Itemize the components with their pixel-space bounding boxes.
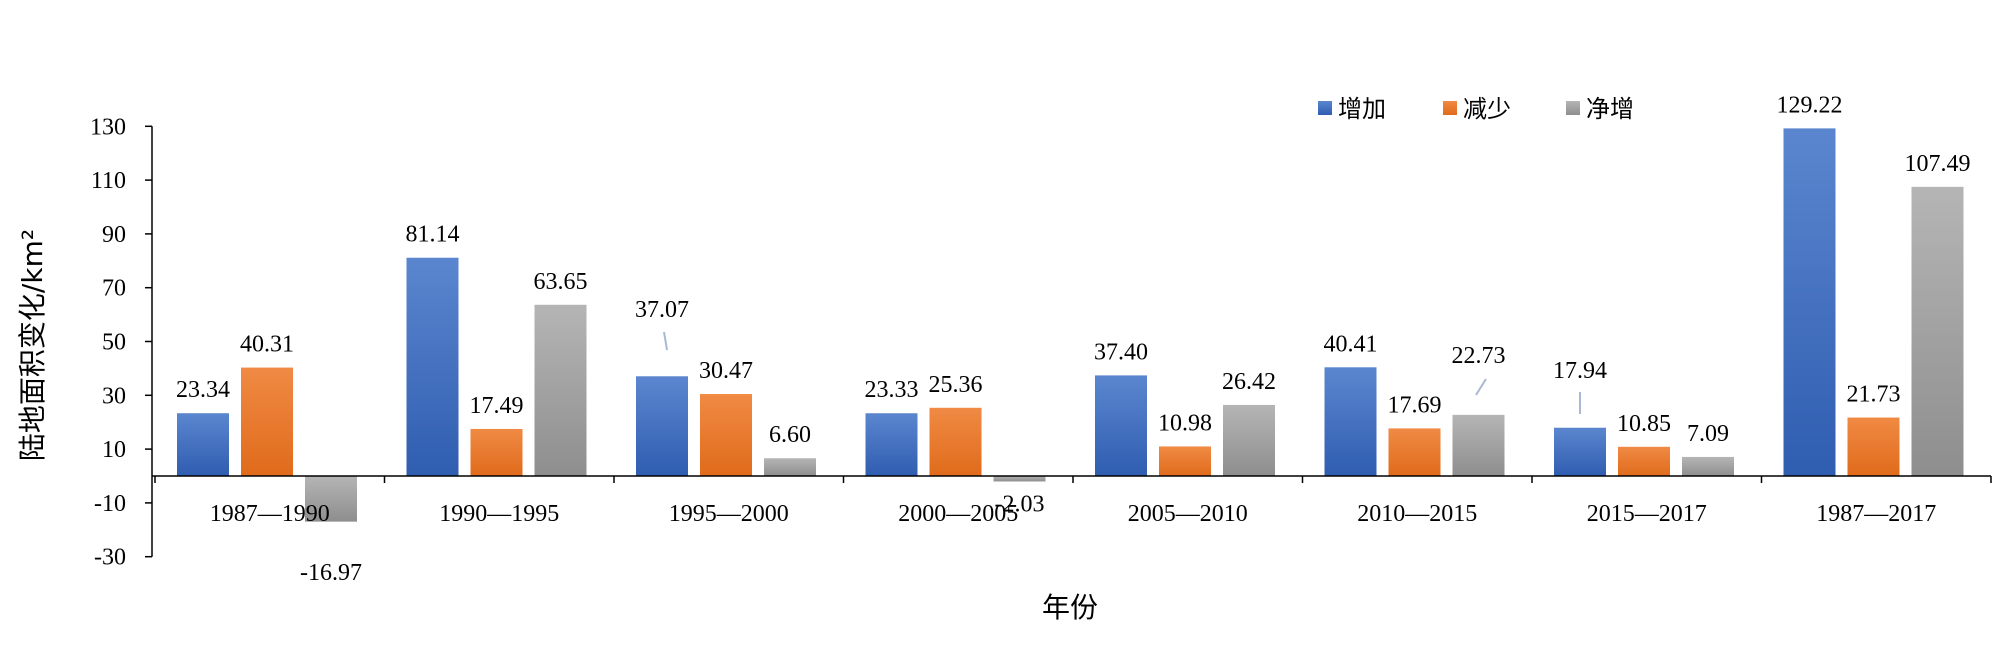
data-label: 17.94 xyxy=(1553,358,1607,384)
x-category-label: 1987—1990 xyxy=(210,501,330,527)
bar-减少 xyxy=(1847,417,1900,476)
bar-减少 xyxy=(1618,446,1670,476)
data-label: 23.34 xyxy=(176,377,230,403)
y-axis-tick-labels: -30 -10 10 30 50 70 90 110 130 xyxy=(90,114,126,570)
data-label: 21.73 xyxy=(1847,382,1901,408)
bar-净增 xyxy=(1911,186,1964,476)
data-label: 37.40 xyxy=(1094,339,1148,365)
bar-增加 xyxy=(865,413,918,476)
bar-净增 xyxy=(1223,404,1275,476)
x-category-label: 1990—1995 xyxy=(439,501,559,527)
data-label: 26.42 xyxy=(1222,369,1276,395)
data-label: 6.60 xyxy=(769,422,811,448)
data-label: 81.14 xyxy=(406,222,460,248)
legend-swatch-减少 xyxy=(1443,101,1457,115)
data-label: 129.22 xyxy=(1777,92,1843,118)
legend-label: 净增 xyxy=(1586,95,1634,123)
data-label: 30.47 xyxy=(699,358,753,384)
y-tick-label: 10 xyxy=(102,437,126,463)
bar-净增 xyxy=(534,304,587,476)
y-tick-label: 70 xyxy=(102,276,126,302)
x-category-label: 1995—2000 xyxy=(669,501,789,527)
bar-增加 xyxy=(1324,367,1377,476)
bar-净增 xyxy=(305,476,357,522)
bar-净增 xyxy=(993,476,1046,482)
data-label: 25.36 xyxy=(929,372,983,398)
bar-净增 xyxy=(1452,414,1505,476)
y-tick-label: 30 xyxy=(102,383,126,409)
y-axis-title: 陆地面积变化/km² xyxy=(16,229,49,461)
x-category-label: 1987—2017 xyxy=(1816,501,1936,527)
legend-label: 增加 xyxy=(1338,95,1386,123)
x-category-label: 2015—2017 xyxy=(1587,501,1707,527)
legend: 增加 减少 净增 xyxy=(1318,95,1634,123)
data-label: 40.31 xyxy=(240,332,294,358)
y-tick-label: -30 xyxy=(94,545,126,571)
legend-label: 减少 xyxy=(1463,95,1511,123)
data-label: 40.41 xyxy=(1324,331,1378,357)
legend-swatch-增加 xyxy=(1318,101,1332,115)
data-label: 10.98 xyxy=(1158,410,1212,436)
bar-净增 xyxy=(1682,456,1734,476)
x-category-label: 2000—2005 xyxy=(898,501,1018,527)
y-tick-label: 110 xyxy=(91,168,126,194)
x-axis-title: 年份 xyxy=(1042,591,1098,624)
legend-swatch-净增 xyxy=(1566,101,1580,115)
y-tick-label: 130 xyxy=(90,114,126,140)
bar-减少 xyxy=(1159,446,1211,476)
data-labels: 23.34 81.14 37.07 23.33 37.40 40.41 17.94 129.2… xyxy=(176,92,1971,586)
data-label: 17.49 xyxy=(470,393,524,419)
y-tick-label: 50 xyxy=(102,330,126,356)
data-label: -2.03 xyxy=(995,491,1045,517)
axes xyxy=(145,125,1992,558)
y-tick-label: 90 xyxy=(102,222,126,248)
data-label: 7.09 xyxy=(1687,421,1729,447)
bar-增加 xyxy=(1554,427,1606,476)
bar-减少 xyxy=(929,407,982,476)
bar-减少 xyxy=(700,394,752,476)
bar-增加 xyxy=(406,257,459,476)
data-label: 23.33 xyxy=(865,377,919,403)
bars xyxy=(177,128,1964,522)
data-label: 10.85 xyxy=(1617,411,1671,437)
data-label: 63.65 xyxy=(534,269,588,295)
bar-减少 xyxy=(470,428,523,476)
bar-增加 xyxy=(636,376,688,476)
data-label: -16.97 xyxy=(300,560,362,586)
bar-增加 xyxy=(1095,375,1147,476)
data-label: 17.69 xyxy=(1388,392,1442,418)
bar-增加 xyxy=(177,413,229,476)
data-label: 107.49 xyxy=(1905,151,1971,177)
data-label: 37.07 xyxy=(635,297,689,323)
bar-增加 xyxy=(1783,128,1836,476)
bar-净增 xyxy=(764,458,816,476)
leader-line xyxy=(1475,378,1487,396)
x-axis-category-labels: 1987—1990 1990—1995 1995—2000 2000—2005 2005… xyxy=(210,501,1937,527)
bar-减少 xyxy=(241,367,293,476)
label-leader-lines xyxy=(663,331,1581,414)
x-category-label: 2005—2010 xyxy=(1128,501,1248,527)
data-label: 22.73 xyxy=(1452,343,1506,369)
x-category-label: 2010—2015 xyxy=(1357,501,1477,527)
leader-line xyxy=(663,331,668,351)
bar-减少 xyxy=(1388,428,1441,476)
y-tick-label: -10 xyxy=(94,491,126,517)
